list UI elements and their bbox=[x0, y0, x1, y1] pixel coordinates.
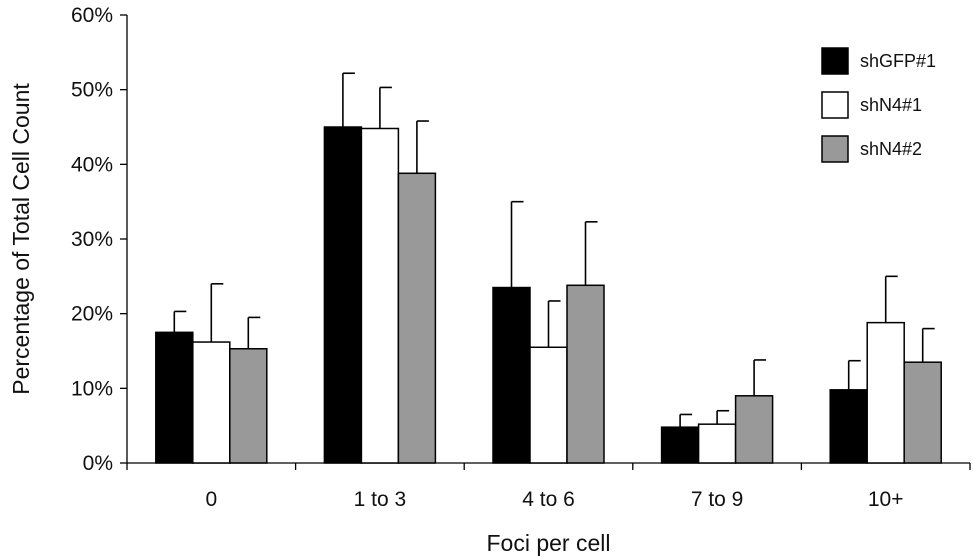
x-tick-label: 0 bbox=[205, 488, 217, 511]
y-tick-label: 50% bbox=[71, 79, 113, 102]
legend-label-shn4-1: shN4#1 bbox=[860, 95, 922, 115]
bar-shn4-1-1-to-3 bbox=[360, 127, 400, 464]
legend-label-shn4-2: shN4#2 bbox=[860, 139, 922, 159]
bar-shn4-2-7-to-9 bbox=[734, 395, 774, 464]
bar-shgfp-1-1-to-3 bbox=[323, 126, 363, 464]
bar-shn4-1-7-to-9 bbox=[697, 423, 737, 464]
x-axis-title: Foci per cell bbox=[487, 530, 611, 556]
labels-layer: 0% 10% 20% 30% 40% 50% 60% 0 1 to 3 4 to 6 7 to 9 1… bbox=[8, 4, 904, 556]
x-tick-label: 10+ bbox=[868, 488, 904, 511]
y-tick-label: 30% bbox=[71, 228, 113, 251]
bar-shn4-2-0 bbox=[229, 348, 268, 464]
y-tick-label: 60% bbox=[71, 4, 113, 27]
bar-shn4-1-4-to-6 bbox=[529, 346, 568, 464]
x-tick-label: 1 to 3 bbox=[354, 488, 407, 511]
legend-label-shgfp-1: shGFP#1 bbox=[860, 51, 936, 71]
error-bars-layer bbox=[173, 72, 935, 428]
y-tick-label: 40% bbox=[71, 153, 113, 176]
legend-swatch-shn4-1 bbox=[821, 91, 849, 119]
bar-shgfp-1-10 bbox=[829, 389, 868, 464]
bar-shn4-2-10 bbox=[903, 361, 942, 464]
bar-shn4-2-4-to-6 bbox=[566, 284, 605, 464]
y-tick-label: 10% bbox=[71, 377, 113, 400]
bar-shgfp-1-0 bbox=[155, 331, 194, 464]
x-tick-label: 7 to 9 bbox=[691, 488, 744, 511]
bar-shn4-1-0 bbox=[192, 341, 231, 464]
legend: shGFP#1 shN4#1 shN4#2 bbox=[821, 47, 936, 163]
bar-shn4-1-10 bbox=[866, 321, 905, 464]
x-tick-label: 4 to 6 bbox=[522, 488, 575, 511]
bar-shgfp-1-7-to-9 bbox=[660, 426, 700, 464]
y-tick-label: 0% bbox=[83, 452, 113, 475]
bar-shgfp-1-4-to-6 bbox=[492, 286, 531, 464]
bars-layer bbox=[155, 126, 942, 464]
legend-swatch-shn4-2 bbox=[821, 135, 849, 163]
legend-swatch-shgfp-1 bbox=[821, 47, 849, 75]
y-axis-title: Percentage of Total Cell Count bbox=[8, 83, 34, 395]
y-tick-label: 20% bbox=[71, 303, 113, 326]
bar-shn4-2-1-to-3 bbox=[397, 172, 437, 464]
